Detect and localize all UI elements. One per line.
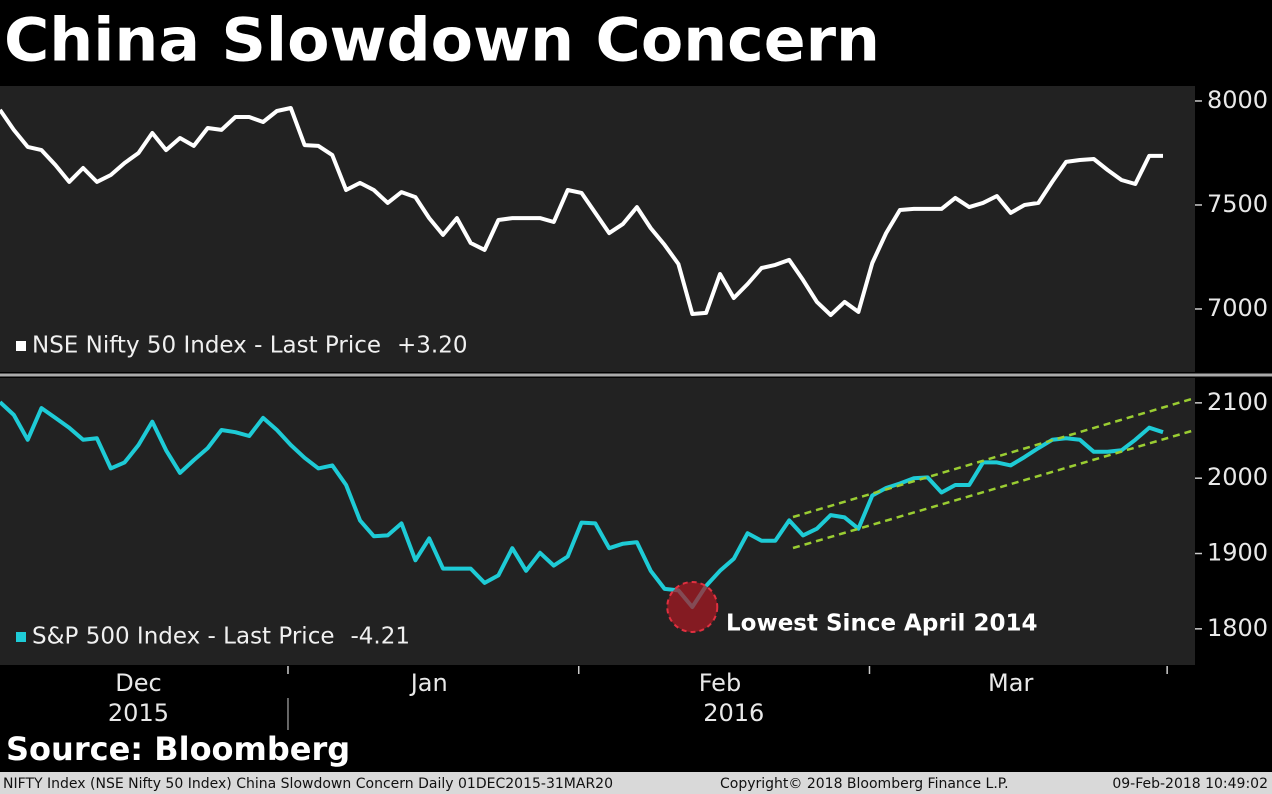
y-tick-label: 8000 bbox=[1207, 86, 1268, 114]
x-year-label: 2016 bbox=[703, 699, 764, 727]
legend-label: S&P 500 Index - Last Price bbox=[32, 624, 335, 650]
legend-change: +3.20 bbox=[397, 333, 467, 359]
footer-copyright: Copyright© 2018 Bloomberg Finance L.P. bbox=[720, 776, 1009, 792]
y-tick-label: 1800 bbox=[1207, 614, 1268, 642]
source: Source: Bloomberg bbox=[6, 730, 350, 768]
chart-title: China Slowdown Concern bbox=[4, 6, 880, 76]
x-tick-label: Feb bbox=[699, 669, 742, 697]
source-bar bbox=[0, 731, 1272, 772]
y-tick-label: 7000 bbox=[1207, 294, 1268, 322]
y-tick-label: 7500 bbox=[1207, 190, 1268, 218]
trend-line bbox=[792, 396, 1196, 519]
legend-swatch bbox=[16, 632, 26, 642]
annotation: Lowest Since April 2014 bbox=[726, 611, 1037, 637]
panel-background bbox=[0, 86, 1195, 372]
low-marker bbox=[666, 580, 719, 633]
footer-description: NIFTY Index (NSE Nifty 50 Index) China S… bbox=[3, 776, 613, 792]
line bbox=[0, 400, 1164, 609]
trend-line bbox=[792, 428, 1196, 550]
legend-change: -4.21 bbox=[351, 624, 411, 650]
line bbox=[0, 106, 1163, 317]
footer-timestamp: 09-Feb-2018 10:49:02 bbox=[1112, 776, 1268, 792]
x-tick-label: Dec bbox=[115, 669, 161, 697]
plots: 7000 7500 8000 NSE Nifty 50 Index - Last Pr… bbox=[0, 86, 1268, 730]
footer-bar bbox=[0, 772, 1272, 794]
y-tick-label: 2000 bbox=[1207, 463, 1268, 491]
legend-swatch bbox=[16, 341, 26, 351]
panel-background bbox=[0, 378, 1195, 665]
x-tick-label: Mar bbox=[988, 669, 1033, 697]
x-tick-label: Jan bbox=[409, 669, 448, 697]
x-year-label: 2015 bbox=[108, 699, 169, 727]
y-tick-label: 1900 bbox=[1207, 539, 1268, 567]
legend-label: NSE Nifty 50 Index - Last Price bbox=[32, 333, 381, 359]
y-tick-label: 2100 bbox=[1207, 388, 1268, 416]
